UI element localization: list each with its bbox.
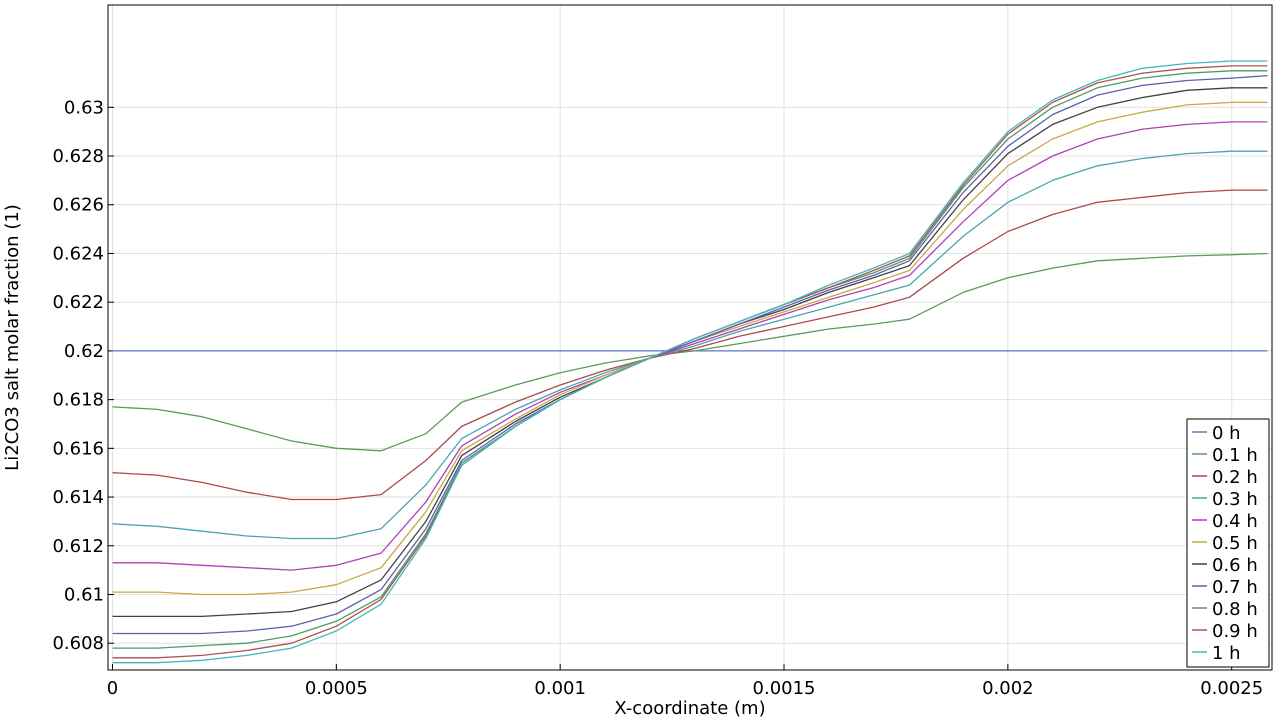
- y-tick-label: 0.622: [52, 292, 104, 313]
- legend-box: [1186, 418, 1270, 668]
- axis-ticks: 0 0.0005 0.001 0.0015 0.002 0.0025 0.608 0.61 0.…: [52, 97, 1263, 699]
- y-tick-label: 0.61: [64, 584, 104, 605]
- y-tick-label: 0.624: [52, 243, 104, 264]
- y-tick-label: 0.63: [64, 97, 104, 118]
- y-tick-label: 0.628: [52, 146, 104, 167]
- series-line: [112, 65, 1268, 659]
- series-line: [112, 60, 1268, 664]
- legend-label: 0.4 h: [1212, 511, 1258, 532]
- series-line: [112, 101, 1268, 596]
- y-tick-label: 0.608: [52, 633, 104, 654]
- legend-label: 0.8 h: [1212, 599, 1258, 620]
- x-tick-label: 0.0015: [753, 678, 816, 699]
- legend-label: 0.3 h: [1212, 489, 1258, 510]
- legend-label: 0.6 h: [1212, 555, 1258, 576]
- legend-label: 0.2 h: [1212, 467, 1258, 488]
- series-line: [112, 74, 1268, 635]
- x-tick-label: 0: [107, 678, 118, 699]
- y-axis-title: Li2CO3 salt molar fraction (1): [2, 204, 23, 471]
- x-tick-label: 0.002: [982, 678, 1034, 699]
- y-tick-label: 0.616: [52, 438, 104, 459]
- series-group: [112, 60, 1268, 664]
- y-tick-label: 0.626: [52, 195, 104, 216]
- legend-label: 1 h: [1212, 643, 1241, 664]
- legend-label: 0.9 h: [1212, 621, 1258, 642]
- series-line: [112, 121, 1268, 571]
- plot-frame: [107, 4, 1273, 671]
- series-line: [112, 189, 1268, 501]
- x-tick-label: 0.0005: [305, 678, 368, 699]
- legend-label: 0 h: [1212, 423, 1241, 444]
- x-tick-label: 0.001: [534, 678, 586, 699]
- legend-label: 0.7 h: [1212, 577, 1258, 598]
- x-axis-title: X-coordinate (m): [614, 698, 765, 719]
- legend: 0 h0.1 h0.2 h0.3 h0.4 h0.5 h0.6 h0.7 h0.…: [1186, 418, 1270, 668]
- x-tick-label: 0.0025: [1200, 678, 1263, 699]
- legend-label: 0.1 h: [1212, 445, 1258, 466]
- legend-label: 0.5 h: [1212, 533, 1258, 554]
- y-tick-label: 0.614: [52, 487, 104, 508]
- y-tick-label: 0.618: [52, 390, 104, 411]
- series-line: [112, 150, 1268, 540]
- y-tick-label: 0.62: [64, 341, 104, 362]
- series-line: [112, 252, 1268, 452]
- series-line: [112, 70, 1268, 649]
- y-tick-label: 0.612: [52, 536, 104, 557]
